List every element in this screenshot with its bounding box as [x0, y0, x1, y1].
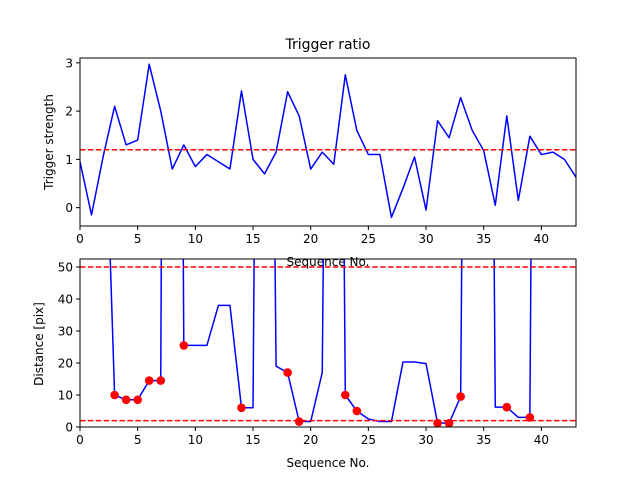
y-tick-label: 0: [65, 421, 73, 435]
plot-content: [80, 63, 576, 219]
y-tick-label: 1: [65, 153, 73, 167]
y-tick-label: 2: [65, 105, 73, 119]
y-tick-label: 30: [58, 325, 73, 339]
y-tick-label: 3: [65, 56, 73, 70]
x-tick-label: 20: [303, 232, 318, 246]
x-tick-label: 15: [245, 433, 260, 447]
x-tick-label: 40: [534, 232, 549, 246]
plot-area: 0 5 10 15 20 25 30 35 40 0 1 2 3: [65, 56, 577, 246]
plot-area: 0 5 10 15 20 25 30 35 40 0 10 20 30 40 50: [58, 258, 577, 447]
axes-frame: [79, 258, 577, 428]
subplot-trigger-ratio: Trigger ratio Trigger strength Sequence …: [42, 37, 577, 269]
x-tick-label: 10: [188, 433, 203, 447]
data-point: [121, 395, 131, 405]
x-tick-label: 5: [134, 433, 142, 447]
data-point: [341, 390, 350, 400]
data-point: [156, 376, 166, 385]
y-tick-label: 50: [58, 261, 73, 275]
x-tick-label: 40: [534, 433, 549, 447]
chart-title: Trigger ratio: [284, 37, 370, 53]
data-point: [433, 418, 442, 427]
y-axis-label: Distance [pix]: [32, 302, 46, 386]
data-point: [352, 406, 362, 416]
data-point: [179, 341, 189, 350]
data-point: [456, 392, 465, 401]
subplot-distance: Distance [pix] Sequence No. 0 5 10 15 20 25 30…: [32, 258, 577, 470]
data-point: [525, 413, 535, 422]
y-tick-label: 10: [58, 389, 73, 403]
y-tick-label: 20: [58, 357, 73, 371]
series-line: [80, 63, 576, 219]
data-point: [144, 376, 154, 385]
x-tick-label: 0: [76, 433, 84, 447]
data-point: [133, 395, 142, 405]
data-point: [294, 417, 304, 426]
data-point: [444, 418, 454, 427]
data-point: [237, 403, 246, 413]
x-tick-label: 10: [188, 232, 203, 246]
x-tick-label: 0: [76, 232, 84, 246]
x-tick-label: 35: [476, 433, 491, 447]
plot-content: [80, 259, 576, 427]
x-tick-label: 25: [361, 433, 376, 447]
y-tick-label: 0: [65, 201, 73, 215]
x-tick-label: 25: [361, 232, 376, 246]
data-point: [110, 390, 119, 400]
axes-frame: [79, 57, 577, 227]
data-point: [502, 402, 512, 412]
y-tick-label: 40: [58, 293, 73, 307]
data-point: [283, 368, 292, 377]
series-line: [109, 259, 532, 424]
x-tick-label: 20: [303, 433, 318, 447]
x-tick-label: 30: [418, 433, 433, 447]
x-tick-label: 15: [245, 232, 260, 246]
x-tick-label: 30: [418, 232, 433, 246]
x-axis-label: Sequence No.: [287, 456, 370, 470]
y-axis-label: Trigger strength: [42, 94, 56, 191]
x-tick-label: 35: [476, 232, 491, 246]
x-tick-label: 5: [134, 232, 142, 246]
